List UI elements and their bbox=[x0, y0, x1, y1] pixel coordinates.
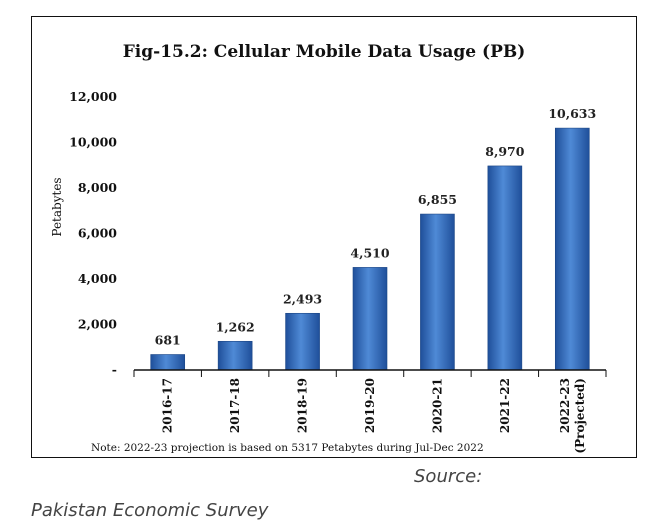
y-tick-label: 8,000 bbox=[78, 180, 117, 195]
x-tick-label: 2021-22 bbox=[498, 378, 512, 433]
x-tick-label: 2017-18 bbox=[228, 378, 242, 433]
data-label: 1,262 bbox=[216, 319, 255, 334]
bar bbox=[487, 165, 523, 371]
data-label: 4,510 bbox=[350, 245, 389, 260]
x-tick-label: 2018-19 bbox=[296, 378, 310, 433]
x-tick-label: 2016-17 bbox=[161, 378, 175, 433]
y-tick-label: 4,000 bbox=[78, 271, 117, 286]
y-tick-label: 6,000 bbox=[78, 226, 117, 241]
data-label: 6,855 bbox=[418, 192, 457, 207]
y-tick-label: 12,000 bbox=[69, 89, 117, 104]
bar bbox=[554, 127, 590, 371]
x-tick-label: 2020-21 bbox=[430, 378, 444, 433]
plot-area: - 2,000 4,000 6,000 8,000 10,000 12,000 681 2016… bbox=[69, 89, 607, 454]
bar bbox=[150, 354, 186, 371]
x-tick-label: 2019-20 bbox=[363, 378, 377, 433]
source-label: Source: bbox=[414, 466, 483, 487]
y-tick-label: - bbox=[112, 362, 117, 377]
figure-frame: Fig-15.2: Cellular Mobile Data Usage (PB… bbox=[31, 16, 637, 458]
data-label: 2,493 bbox=[283, 291, 322, 306]
chart-note: Note: 2022-23 projection is based on 531… bbox=[91, 442, 484, 454]
bar-chart: Fig-15.2: Cellular Mobile Data Usage (PB… bbox=[50, 42, 607, 454]
y-axis-title: Petabytes bbox=[50, 177, 64, 236]
bar bbox=[352, 267, 388, 371]
x-tick-label: (Projected) bbox=[573, 378, 587, 454]
chart-title: Fig-15.2: Cellular Mobile Data Usage (PB… bbox=[123, 42, 526, 62]
bar bbox=[285, 312, 320, 371]
source-name: Pakistan Economic Survey bbox=[31, 500, 269, 521]
bar bbox=[217, 340, 253, 371]
bar bbox=[420, 213, 455, 371]
data-label: 10,633 bbox=[548, 106, 596, 121]
y-tick-label: 2,000 bbox=[78, 317, 117, 332]
data-label: 8,970 bbox=[485, 144, 524, 159]
x-tick-label: 2022-23 bbox=[558, 378, 572, 433]
data-label: 681 bbox=[155, 333, 181, 348]
y-tick-label: 10,000 bbox=[69, 135, 117, 150]
